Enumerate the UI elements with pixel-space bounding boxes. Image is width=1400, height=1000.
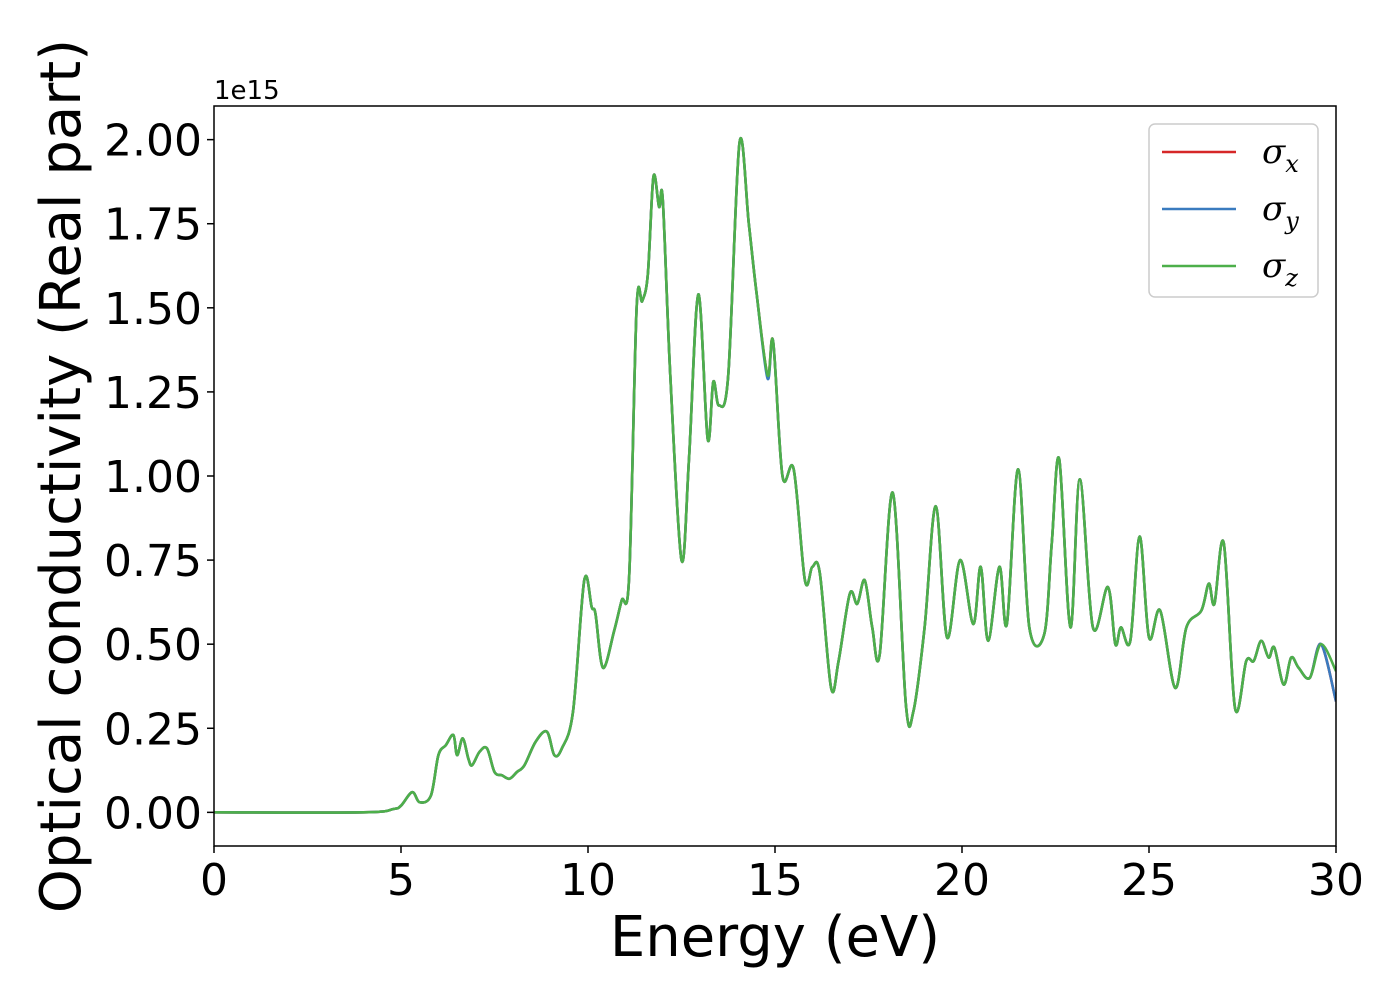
legend-label-x: σx — [1262, 132, 1299, 178]
y-axis-label: Optical conductivity (Real part) — [29, 39, 94, 913]
legend-subscript: z — [1284, 264, 1298, 292]
y-axis-ticks: 0.00 0.25 0.50 0.75 1.00 1.25 1.50 1.75 2.00 — [104, 116, 214, 839]
y-tick-label: 1.00 — [104, 452, 202, 503]
x-tick-label: 10 — [560, 855, 616, 906]
x-axis-ticks: 0 5 10 15 20 25 30 — [200, 846, 1364, 906]
y-tick-label: 0.75 — [104, 536, 202, 587]
x-tick-label: 25 — [1121, 855, 1177, 906]
y-tick-label: 1.75 — [104, 200, 202, 251]
x-tick-label: 0 — [200, 855, 228, 906]
legend-label-y: σy — [1262, 189, 1299, 235]
legend-label-z: σz — [1262, 246, 1298, 292]
x-tick-label: 30 — [1308, 855, 1364, 906]
y-tick-label: 0.50 — [104, 620, 202, 671]
x-axis-label: Energy (eV) — [610, 905, 940, 970]
x-tick-label: 15 — [747, 855, 803, 906]
legend-subscript: x — [1285, 150, 1299, 178]
y-axis-offset-label: 1e15 — [214, 76, 280, 106]
legend-box — [1148, 123, 1319, 298]
y-tick-label: 2.00 — [104, 116, 202, 167]
y-tick-label: 1.25 — [104, 368, 202, 419]
y-tick-label: 0.00 — [104, 788, 202, 839]
x-tick-label: 20 — [934, 855, 990, 906]
y-tick-label: 1.50 — [104, 284, 202, 335]
series-layer — [214, 137, 1336, 814]
legend-symbol: σ — [1262, 132, 1286, 172]
legend-symbol: σ — [1262, 246, 1286, 286]
y-tick-label: 0.25 — [104, 704, 202, 755]
legend-symbol: σ — [1262, 189, 1286, 229]
series-line-3 — [214, 137, 1336, 814]
legend-subscript: y — [1284, 207, 1299, 235]
x-tick-label: 5 — [387, 855, 415, 906]
